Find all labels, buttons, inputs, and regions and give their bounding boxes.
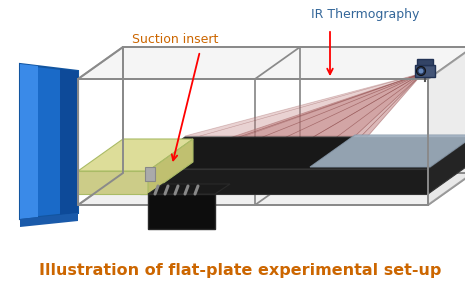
Polygon shape: [145, 167, 155, 181]
Text: Illustration of flat-plate experimental set-up: Illustration of flat-plate experimental …: [39, 263, 441, 278]
Polygon shape: [60, 69, 78, 215]
Polygon shape: [148, 184, 230, 194]
Circle shape: [418, 68, 424, 74]
Polygon shape: [310, 135, 465, 167]
Polygon shape: [78, 171, 148, 194]
Polygon shape: [20, 64, 78, 219]
Polygon shape: [78, 139, 193, 171]
Polygon shape: [428, 137, 465, 194]
Polygon shape: [78, 173, 465, 205]
Polygon shape: [140, 137, 465, 169]
Polygon shape: [140, 169, 428, 194]
Polygon shape: [20, 64, 38, 219]
Polygon shape: [148, 194, 215, 229]
Text: IR Thermography: IR Thermography: [311, 8, 419, 21]
Polygon shape: [185, 73, 423, 136]
Polygon shape: [140, 73, 423, 168]
Polygon shape: [428, 47, 465, 205]
Polygon shape: [415, 65, 435, 77]
Polygon shape: [417, 59, 433, 65]
Text: Suction insert: Suction insert: [132, 33, 218, 46]
Polygon shape: [20, 213, 78, 227]
Polygon shape: [148, 139, 193, 194]
Polygon shape: [78, 47, 465, 79]
Circle shape: [417, 66, 425, 76]
